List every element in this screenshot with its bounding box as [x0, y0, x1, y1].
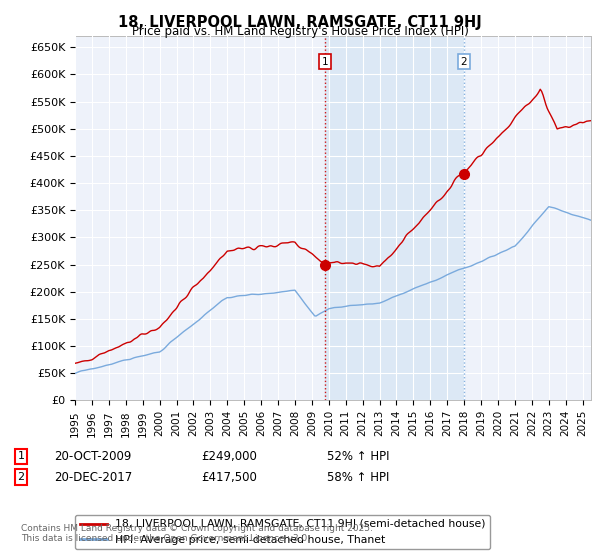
Legend: 18, LIVERPOOL LAWN, RAMSGATE, CT11 9HJ (semi-detached house), HPI: Average price: 18, LIVERPOOL LAWN, RAMSGATE, CT11 9HJ (…	[75, 515, 490, 549]
Text: Contains HM Land Registry data © Crown copyright and database right 2025.
This d: Contains HM Land Registry data © Crown c…	[21, 524, 373, 543]
Text: £249,000: £249,000	[201, 450, 257, 463]
Text: 1: 1	[322, 57, 329, 67]
Text: 58% ↑ HPI: 58% ↑ HPI	[327, 470, 389, 484]
Text: 1: 1	[17, 451, 25, 461]
Text: 18, LIVERPOOL LAWN, RAMSGATE, CT11 9HJ: 18, LIVERPOOL LAWN, RAMSGATE, CT11 9HJ	[118, 15, 482, 30]
Text: 20-OCT-2009: 20-OCT-2009	[54, 450, 131, 463]
Text: £417,500: £417,500	[201, 470, 257, 484]
Text: 20-DEC-2017: 20-DEC-2017	[54, 470, 132, 484]
Text: Price paid vs. HM Land Registry's House Price Index (HPI): Price paid vs. HM Land Registry's House …	[131, 25, 469, 38]
Text: 52% ↑ HPI: 52% ↑ HPI	[327, 450, 389, 463]
Bar	[325, 36, 464, 400]
Text: 2: 2	[17, 472, 25, 482]
Text: 2: 2	[460, 57, 467, 67]
